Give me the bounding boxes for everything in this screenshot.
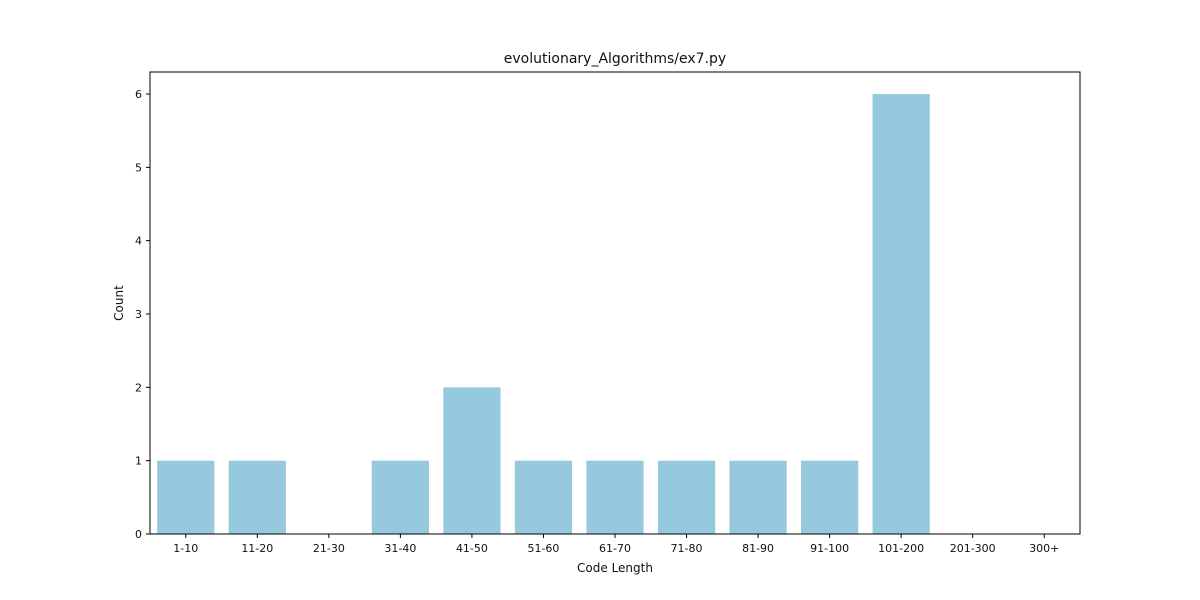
- y-tick-label: 3: [135, 308, 142, 321]
- bar-41-50: [443, 387, 500, 534]
- chart-title: evolutionary_Algorithms/ex7.py: [504, 51, 726, 67]
- bar-101-200: [873, 94, 930, 534]
- y-axis-label: Count: [112, 285, 126, 321]
- x-tick-label: 91-100: [810, 542, 849, 555]
- y-tick-label: 6: [135, 88, 142, 101]
- y-tick-label: 0: [135, 528, 142, 541]
- x-tick-label: 51-60: [527, 542, 559, 555]
- x-axis-label: Code Length: [577, 561, 653, 575]
- y-tick-label: 2: [135, 381, 142, 394]
- x-tick-label: 41-50: [456, 542, 488, 555]
- x-tick-label: 21-30: [313, 542, 345, 555]
- x-tick-label: 1-10: [173, 542, 198, 555]
- bar-71-80: [658, 461, 715, 534]
- bar-11-20: [229, 461, 286, 534]
- bars: [157, 94, 930, 534]
- bar-31-40: [372, 461, 429, 534]
- y-tick-label: 4: [135, 235, 142, 248]
- x-tick-label: 11-20: [241, 542, 273, 555]
- x-axis: 1-10 11-20 21-30 31-40 41-50 51-60 61-70 71-80 8…: [173, 534, 1059, 555]
- y-tick-label: 5: [135, 161, 142, 174]
- x-tick-label: 71-80: [671, 542, 703, 555]
- x-tick-label: 81-90: [742, 542, 774, 555]
- bar-1-10: [157, 461, 214, 534]
- bar-51-60: [515, 461, 572, 534]
- x-tick-label: 300+: [1029, 542, 1059, 555]
- y-tick-label: 1: [135, 455, 142, 468]
- bar-91-100: [801, 461, 858, 534]
- x-tick-label: 61-70: [599, 542, 631, 555]
- bar-81-90: [729, 461, 786, 534]
- y-axis: 0 1 2 3 4 5 6: [135, 88, 150, 541]
- bar-61-70: [586, 461, 643, 534]
- x-tick-label: 201-300: [950, 542, 996, 555]
- x-tick-label: 101-200: [878, 542, 924, 555]
- x-tick-label: 31-40: [384, 542, 416, 555]
